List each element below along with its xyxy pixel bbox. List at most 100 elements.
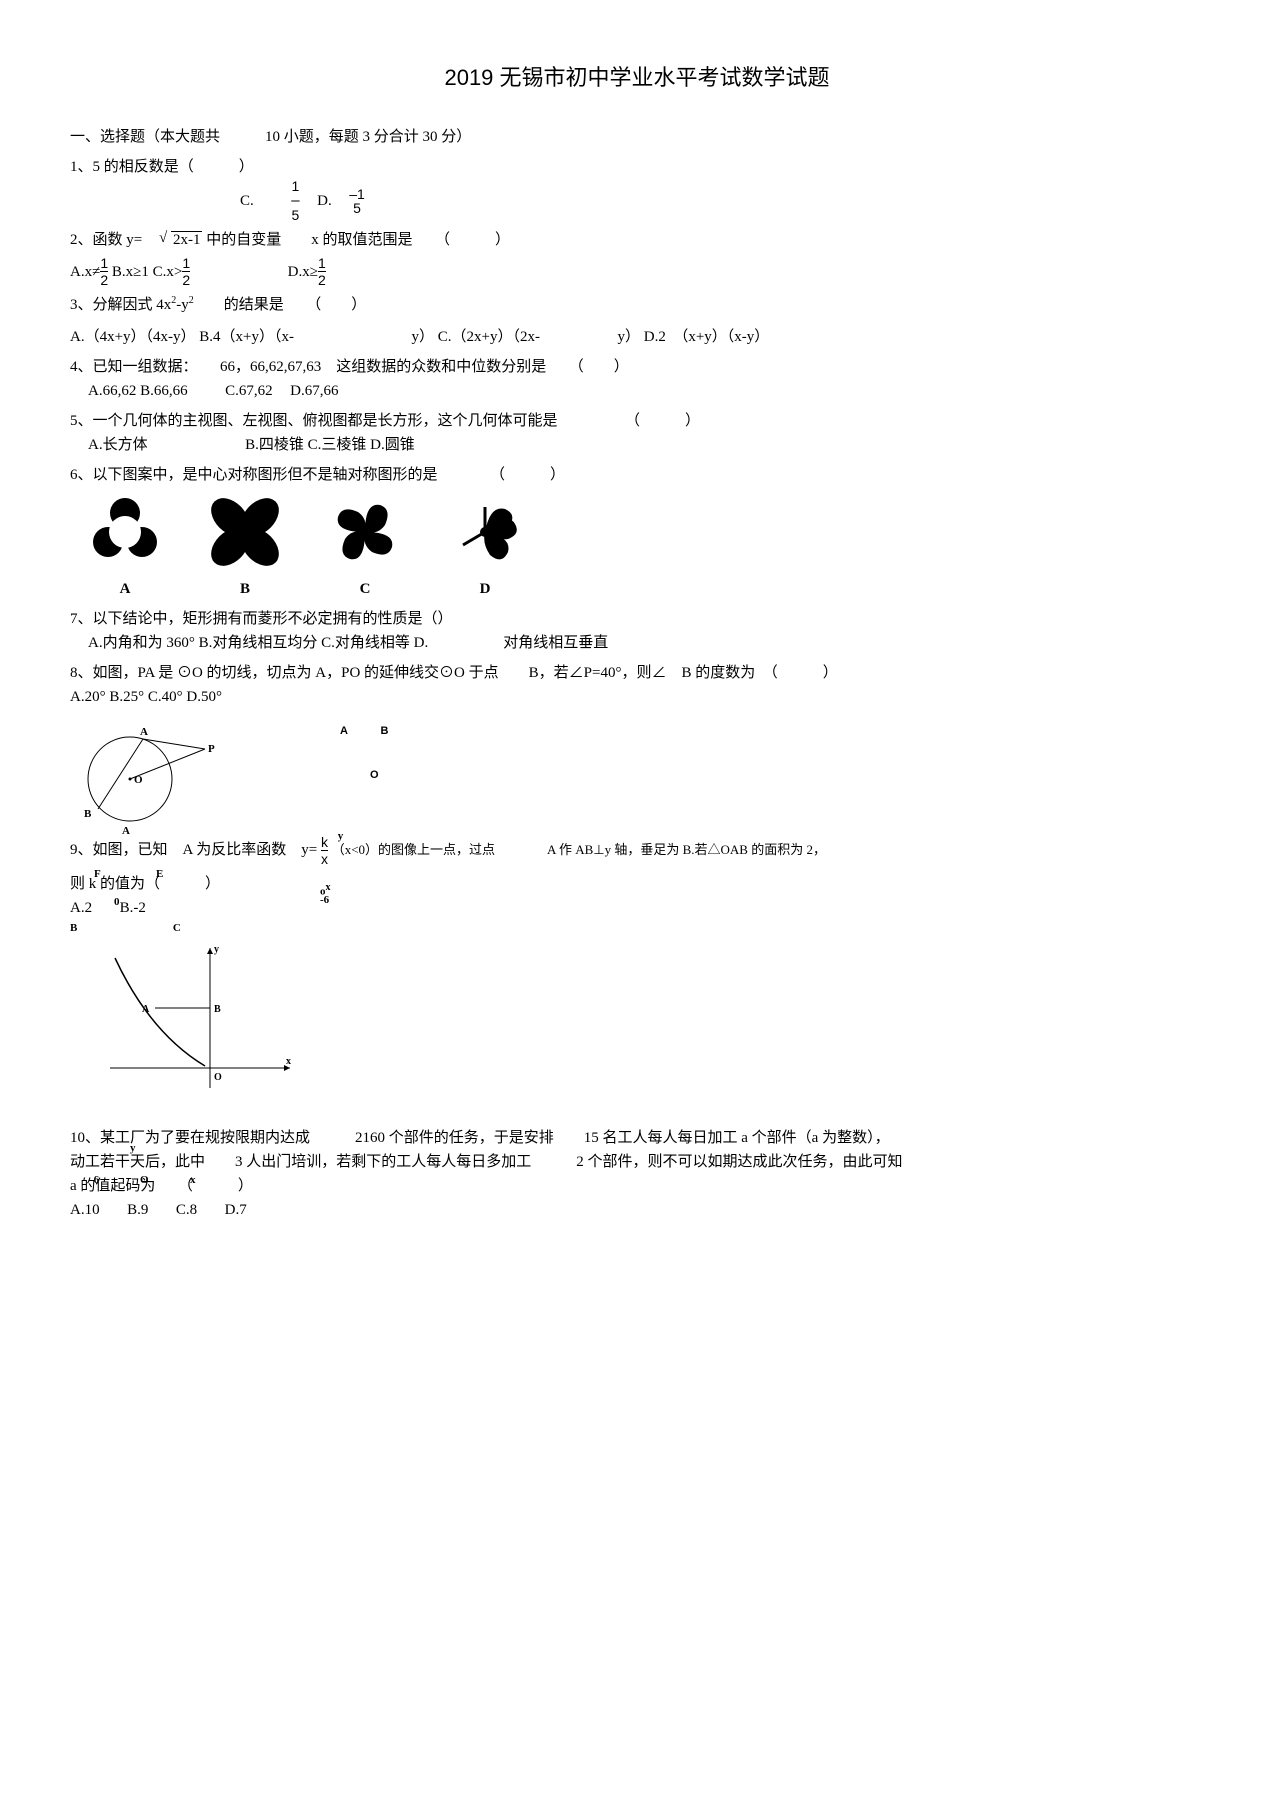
lbl-O: O: [370, 769, 379, 781]
q9-line2: 则 k 的值为（ ）: [70, 876, 220, 892]
q10-l2: 动工若干天后，此中 3 人出门培训，若剩下的工人每人每日多加工 2 个部件，则不…: [70, 1150, 1204, 1174]
frac-num: 1: [291, 179, 299, 193]
frac-num: 1: [318, 256, 326, 270]
fig-label: B: [210, 577, 280, 601]
frac-den: 5: [291, 208, 299, 222]
q8-circle-diagram: A P O B: [70, 719, 220, 829]
frac-num: k: [321, 835, 328, 849]
tiny-O: O: [140, 1172, 149, 1190]
q3-A: A.（4x+y）（4x-y）: [70, 329, 196, 345]
q4-A: A.66,62: [88, 383, 136, 399]
question-8: 8、如图，PA 是 ⊙O 的切线，切点为 A，PO 的延伸线交⊙O 于点 B，若…: [70, 661, 1204, 829]
q6-figures: A B C: [90, 497, 1204, 601]
q1-stem: 1、5 的相反数是（ ）: [70, 159, 254, 175]
q5-B: B.四棱锥: [245, 437, 304, 453]
q3-tail: 的结果是 （ ）: [194, 297, 367, 313]
axis-y: y: [214, 944, 219, 955]
tiny-E: E: [156, 866, 163, 884]
q10-D: D.7: [225, 1202, 247, 1218]
q1-opt-d-frac: –1 5: [349, 187, 365, 215]
frac-den: 2: [318, 273, 326, 287]
q8-D: D.50°: [186, 689, 222, 705]
q10-l3: a 的值起码为 （ ）: [70, 1174, 1204, 1198]
q2-D: D.x≥: [288, 260, 318, 284]
q9-stem-b: （x<0）的图像上一点，过点 A 作 AB⊥y 轴，垂足为 B.若△OAB 的面…: [332, 842, 826, 857]
q5-stem: 5、一个几何体的主视图、左视图、俯视图都是长方形，这个几何体可能是 （ ）: [70, 409, 1204, 433]
q3-D: D.2 （x+y）（x-y）: [644, 329, 770, 345]
fig-label: D: [450, 577, 520, 601]
q2-stem-a: 2、函数 y=: [70, 232, 157, 248]
q4-D: D.67,66: [290, 383, 338, 399]
q2-B: B.x≥1: [112, 260, 149, 284]
q1-opt-c-frac: 1 – 5: [291, 179, 299, 222]
q3-mid: -y: [176, 297, 189, 313]
frac-den: 5: [349, 201, 365, 215]
figure-c-icon: [330, 497, 400, 567]
q3-Btail: y）: [412, 329, 435, 345]
q1-opt-c-label: C.: [240, 189, 254, 213]
pt-B: B: [84, 808, 92, 820]
pt-A: A: [140, 726, 148, 738]
q4-C: C.67,62: [225, 383, 273, 399]
q9-graph: y x O A B: [100, 938, 300, 1098]
question-2: 2、函数 y= 2x-1 中的自变量 x 的取值范围是 （ ） A.x≠12 B…: [70, 228, 1204, 287]
sqrt-icon: 2x-1: [161, 228, 203, 252]
question-9: A 9、如图，已知 A 为反比率函数 y= kx y （x<0）的图像上一点，过…: [70, 835, 1204, 1106]
q2-stem-b: 中的自变量 x 的取值范围是 （ ）: [206, 232, 510, 248]
q6-stem: 6、以下图案中，是中心对称图形但不是轴对称图形的是 （ ）: [70, 463, 1204, 487]
q5-D: D.圆锥: [370, 437, 415, 453]
tiny-y: y: [338, 828, 344, 846]
q1-opt-d-label: D.: [317, 189, 332, 213]
q3-C: C.（2x+y）（2x-: [438, 329, 540, 345]
frac-den: 2: [100, 273, 108, 287]
tiny-neg6: -6: [90, 1172, 99, 1190]
tiny-B2: B: [70, 922, 77, 934]
tiny-0: 0: [114, 894, 120, 912]
q10-B: B.9: [127, 1202, 148, 1218]
q5-A: A.长方体: [88, 437, 148, 453]
q8-A: A.20°: [70, 689, 106, 705]
tiny-A: A: [122, 823, 130, 841]
q10-C: C.8: [176, 1202, 197, 1218]
radicand: 2x-1: [171, 231, 203, 248]
tiny-y: y: [130, 1140, 136, 1158]
frac-num: 1: [100, 256, 108, 270]
q9-stem-a: 9、如图，已知 A 为反比率函数 y=: [70, 842, 317, 858]
q2-A: A.x≠: [70, 260, 100, 284]
q8-B: B.25°: [109, 689, 144, 705]
figure-a-icon: [90, 497, 160, 567]
q9-A: A.2: [70, 900, 92, 916]
pt-P: P: [208, 743, 215, 755]
tiny-x: x: [190, 1172, 196, 1190]
question-1: 1、5 的相反数是（ ） C. 1 – 5 D. –1 5: [70, 155, 1204, 222]
frac-num: 1: [182, 256, 190, 270]
question-6: 6、以下图案中，是中心对称图形但不是轴对称图形的是 （ ） A B: [70, 463, 1204, 601]
question-10: 10、某工厂为了要在规按限期内达成 2160 个部件的任务，于是安排 15 名工…: [70, 1126, 1204, 1222]
tiny-F: F: [94, 866, 101, 884]
q10-A: A.10: [70, 1202, 100, 1218]
q3-stem: 3、分解因式 4x: [70, 297, 171, 313]
q7-A: A.内角和为 360°: [88, 635, 195, 651]
fig-label: C: [330, 577, 400, 601]
axis-O: O: [214, 1072, 222, 1083]
frac-den: 2: [182, 273, 190, 287]
page-title: 2019 无锡市初中学业水平考试数学试题: [70, 60, 1204, 95]
axis-x: x: [286, 1056, 291, 1067]
question-4: 4、已知一组数据： 66，66,62,67,63 这组数据的众数和中位数分别是 …: [70, 355, 1204, 403]
q10-l1: 10、某工厂为了要在规按限期内达成 2160 个部件的任务，于是安排 15 名工…: [70, 1126, 1204, 1150]
q4-stem: 4、已知一组数据： 66，66,62,67,63 这组数据的众数和中位数分别是 …: [70, 355, 1204, 379]
question-7: 7、以下结论中，矩形拥有而菱形不必定拥有的性质是（） A.内角和为 360° B…: [70, 607, 1204, 655]
q9-B: B.-2: [120, 900, 146, 916]
question-5: 5、一个几何体的主视图、左视图、俯视图都是长方形，这个几何体可能是 （ ） A.…: [70, 409, 1204, 457]
figure-d-icon: [450, 497, 520, 567]
tiny-C: C: [173, 922, 181, 934]
fig-label: A: [90, 577, 160, 601]
pt-B: B: [214, 1004, 221, 1015]
q7-C: C.对角线相等: [321, 635, 410, 651]
frac-den: x: [321, 852, 328, 866]
q5-C: C.三棱锥: [308, 437, 367, 453]
question-3: 3、分解因式 4x2-y2 的结果是 （ ） A.（4x+y）（4x-y） B.…: [70, 293, 1204, 349]
q3-Ctail: y）: [618, 329, 641, 345]
q7-D: D. 对角线相互垂直: [414, 635, 609, 651]
q8-stem: 8、如图，PA 是 ⊙O 的切线，切点为 A，PO 的延伸线交⊙O 于点 B，若…: [70, 661, 1204, 685]
